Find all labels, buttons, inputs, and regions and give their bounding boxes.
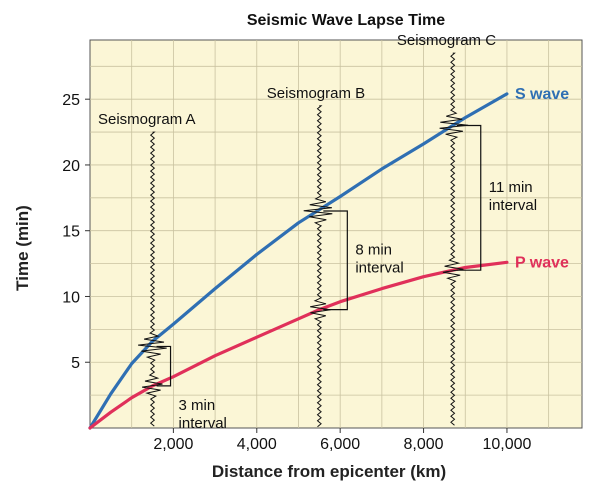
y-tick-label: 20	[62, 158, 80, 175]
y-tick-label: 25	[62, 92, 80, 109]
seismogram-label: Seismogram C	[397, 32, 496, 49]
interval-bracket	[156, 345, 172, 387]
y-axis-label: Time (min)	[13, 205, 32, 291]
p-wave-label: P wave	[515, 254, 569, 271]
x-tick-label: 4,000	[237, 436, 277, 453]
interval-bracket	[323, 210, 348, 311]
interval-bracket	[456, 124, 482, 271]
y-tick-label: 5	[71, 355, 80, 372]
seismogram-label: Seismogram A	[98, 111, 196, 128]
s-wave-line	[88, 92, 509, 430]
x-tick-label: 8,000	[404, 436, 444, 453]
x-tick-label: 6,000	[320, 436, 360, 453]
interval-label: 3 min	[179, 397, 216, 414]
interval-label: 8 min	[355, 241, 392, 258]
interval-label-line2: interval	[355, 259, 403, 276]
s-wave-label: S wave	[515, 86, 569, 103]
seismogram-trace	[439, 52, 469, 426]
seismogram-trace	[138, 131, 167, 427]
y-tick-label: 15	[62, 224, 80, 241]
seismogram-trace	[303, 105, 333, 428]
y-tick-label: 10	[62, 289, 80, 306]
interval-label-line2: interval	[179, 415, 227, 432]
x-tick-label: 10,000	[482, 436, 531, 453]
interval-label-line2: interval	[489, 197, 537, 214]
interval-label: 11 min	[489, 179, 533, 196]
x-tick-label: 2,000	[153, 436, 193, 453]
x-axis-label: Distance from epicenter (km)	[212, 462, 446, 481]
chart-title: Seismic Wave Lapse Time	[247, 12, 445, 29]
plot-area	[89, 39, 583, 429]
seismogram-label: Seismogram B	[267, 85, 365, 102]
